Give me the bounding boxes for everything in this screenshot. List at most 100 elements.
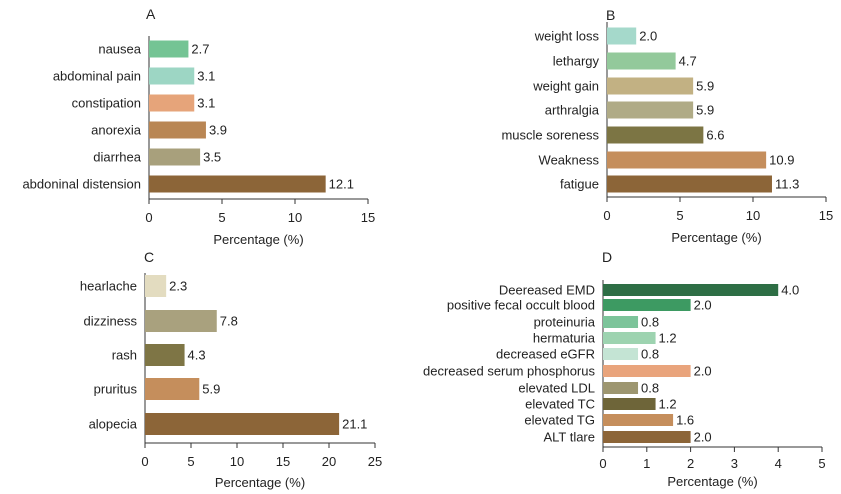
value-label: 0.8 [641,381,659,396]
category-label: elevated LDL [518,381,595,396]
value-label: 12.1 [329,177,354,192]
bar [603,398,656,410]
category-label: abdominal pain [53,69,141,84]
x-axis-title: Percentage (%) [215,475,305,490]
x-tick-label: 5 [818,456,825,471]
bar [607,77,694,95]
x-tick-label: 10 [288,210,302,225]
value-label: 2.7 [191,42,209,57]
category-label: fatigue [560,177,599,192]
panel-c: C 0 5 10 15 20 25 Percentage (%) hearlache 2.3 diz… [80,249,382,490]
bar [607,175,772,193]
category-label: pruritus [94,382,138,397]
x-tick-label: 4 [775,456,782,471]
bar [145,378,200,400]
x-tick-label: 0 [145,210,152,225]
x-tick-label: 15 [276,454,290,469]
category-label: lethargy [553,54,600,69]
panel-b: B 0 5 10 15 Percentage (%) weight loss 2.0 letha… [501,7,833,245]
x-axis-title: Percentage (%) [213,232,303,247]
value-label: 4.7 [679,54,697,69]
category-label: dizziness [84,314,138,329]
bar [603,414,674,426]
value-label: 1.2 [659,331,677,346]
category-label: arthralgia [545,103,600,118]
x-tick-label: 0 [603,208,610,223]
x-tick-label: 2 [687,456,694,471]
bar [145,344,185,366]
category-label: diarrhea [93,150,141,165]
bar [149,40,189,58]
value-label: 1.6 [676,413,694,428]
bar [603,431,691,443]
value-label: 21.1 [342,417,367,432]
value-label: 0.8 [641,347,659,362]
value-label: 10.9 [769,153,794,168]
value-label: 4.0 [781,283,799,298]
x-tick-label: 10 [746,208,760,223]
category-label: hermaturia [533,331,596,346]
bar [607,27,637,45]
x-tick-label: 5 [187,454,194,469]
value-label: 3.5 [203,150,221,165]
x-tick-label: 5 [676,208,683,223]
x-tick-label: 20 [322,454,336,469]
x-tick-label: 0 [599,456,606,471]
value-label: 2.0 [694,364,712,379]
bar [603,316,639,328]
x-tick-label: 15 [361,210,375,225]
value-label: 11.3 [775,177,799,192]
bar [149,175,326,193]
value-label: 3.9 [209,123,227,138]
value-label: 5.9 [696,103,714,118]
category-label: nausea [98,42,141,57]
value-label: 2.0 [694,430,712,445]
bar [603,299,691,311]
category-label: muscle soreness [501,128,599,143]
panel-a: A 0 5 10 15 Percentage (%) nausea 2.7 abdominal … [22,6,375,247]
x-tick-label: 5 [218,210,225,225]
bar [607,52,676,70]
value-label: 2.0 [694,298,712,313]
category-label: weight loss [534,29,600,44]
category-label: abdoninal distension [22,177,141,192]
bar [603,382,639,394]
category-label: constipation [72,96,141,111]
x-tick-label: 3 [731,456,738,471]
value-label: 5.9 [696,79,714,94]
bar [603,348,639,360]
bar [607,101,694,119]
bar [145,413,340,435]
x-tick-label: 25 [368,454,382,469]
x-axis-title: Percentage (%) [667,474,757,489]
value-label: 7.8 [220,314,238,329]
value-label: 1.2 [659,397,677,412]
bar [149,67,195,85]
category-label: Weakness [539,153,600,168]
category-label: ALT tlare [543,430,595,445]
category-label: positive fecal occult blood [447,298,595,313]
value-label: 2.0 [639,29,657,44]
bar [603,365,691,377]
panel-letter: C [144,249,154,265]
x-tick-label: 1 [643,456,650,471]
category-label: decreased eGFR [496,347,595,362]
category-label: alopecia [89,417,138,432]
x-tick-label: 10 [230,454,244,469]
category-label: anorexia [91,123,142,138]
category-label: proteinuria [534,315,596,330]
bar [607,126,704,144]
bar [603,332,656,344]
category-label: elevated TG [524,413,595,428]
value-label: 3.1 [197,96,215,111]
value-label: 0.8 [641,315,659,330]
bar [149,94,195,112]
bar [145,275,167,297]
value-label: 4.3 [188,348,206,363]
panel-d: D 0 1 2 3 4 5 Percentage (%) Deereased EMD 4.0 pos… [423,249,826,489]
bar [603,284,779,296]
category-label: hearlache [80,279,137,294]
panel-letter: D [602,249,612,265]
panel-letter: A [146,6,156,22]
